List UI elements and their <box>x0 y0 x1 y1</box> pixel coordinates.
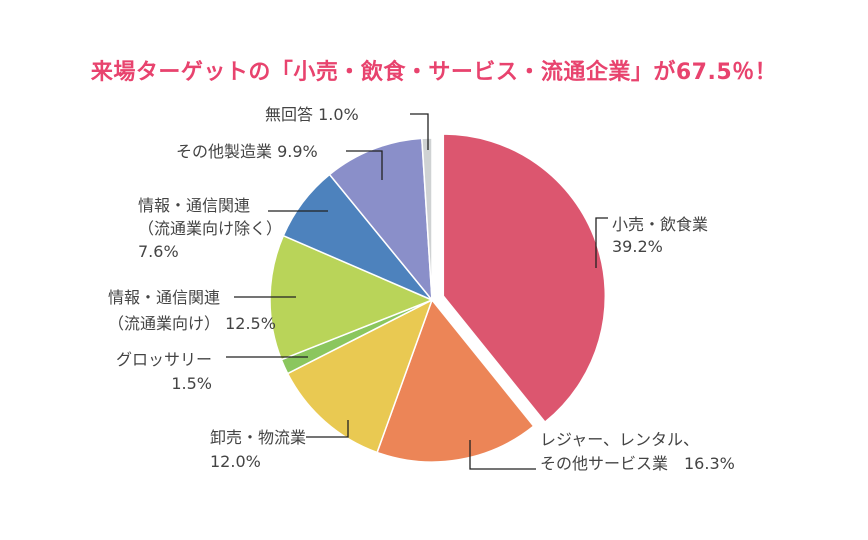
pie-slice-7 <box>328 137 433 303</box>
slice-label-line: 39.2% <box>612 237 663 256</box>
slice-label-3: 卸売・物流業 12.0% <box>210 428 306 471</box>
slice-label-1: 小売・飲食業 39.2% <box>612 215 708 256</box>
slice-label-line: （流通業向け） 12.5% <box>108 314 276 333</box>
slice-labels: 小売・飲食業 39.2% レジャー、レンタル、その他サービス業 16.3% 卸売・物流… <box>108 105 735 473</box>
pie-slice-3 <box>286 298 434 454</box>
slice-label-line: グロッサリー <box>116 350 212 369</box>
pie-slice-2 <box>376 298 535 463</box>
slice-label-line: （流通業向け除く） <box>138 219 282 238</box>
slice-label-line: その他製造業 9.9% <box>176 142 318 161</box>
slice-label-line: 卸売・物流業 <box>210 428 306 447</box>
slice-label-line: その他サービス業 16.3% <box>540 454 735 473</box>
chart-title: 来場ターゲットの「小売・飲食・サービス・流通企業」が67.5％！ <box>90 60 778 85</box>
slice-label-line: 12.0% <box>210 452 261 471</box>
slice-label-line: 小売・飲食業 <box>612 215 708 234</box>
leader-lines <box>226 113 608 470</box>
slice-label-line: 情報・通信関連 <box>138 196 250 215</box>
slice-label-line: 無回答 1.0% <box>265 105 359 124</box>
slice-label-4: グロッサリー 1.5% <box>116 350 212 393</box>
slice-label-line: 7.6% <box>138 242 179 261</box>
pie-slices <box>269 133 607 463</box>
leader-line-1 <box>595 217 608 268</box>
leader-line-8 <box>410 113 429 150</box>
leader-line-7 <box>346 150 383 180</box>
slice-label-line: 情報・通信関連 <box>108 288 220 307</box>
slice-label-8: 無回答 1.0% <box>265 105 359 124</box>
slice-label-line: レジャー、レンタル、 <box>540 430 699 449</box>
slice-label-7: その他製造業 9.9% <box>176 142 318 161</box>
slice-label-5: 情報・通信関連 （流通業向け） 12.5% <box>108 288 276 333</box>
leader-line-2 <box>469 440 536 470</box>
slice-label-6: 情報・通信関連 （流通業向け除く） 7.6% <box>138 196 282 261</box>
leader-line-3 <box>306 420 349 438</box>
slice-label-2: レジャー、レンタル、その他サービス業 16.3% <box>540 430 735 473</box>
pie-slice-8 <box>421 137 433 301</box>
slice-label-line: 1.5% <box>171 374 212 393</box>
